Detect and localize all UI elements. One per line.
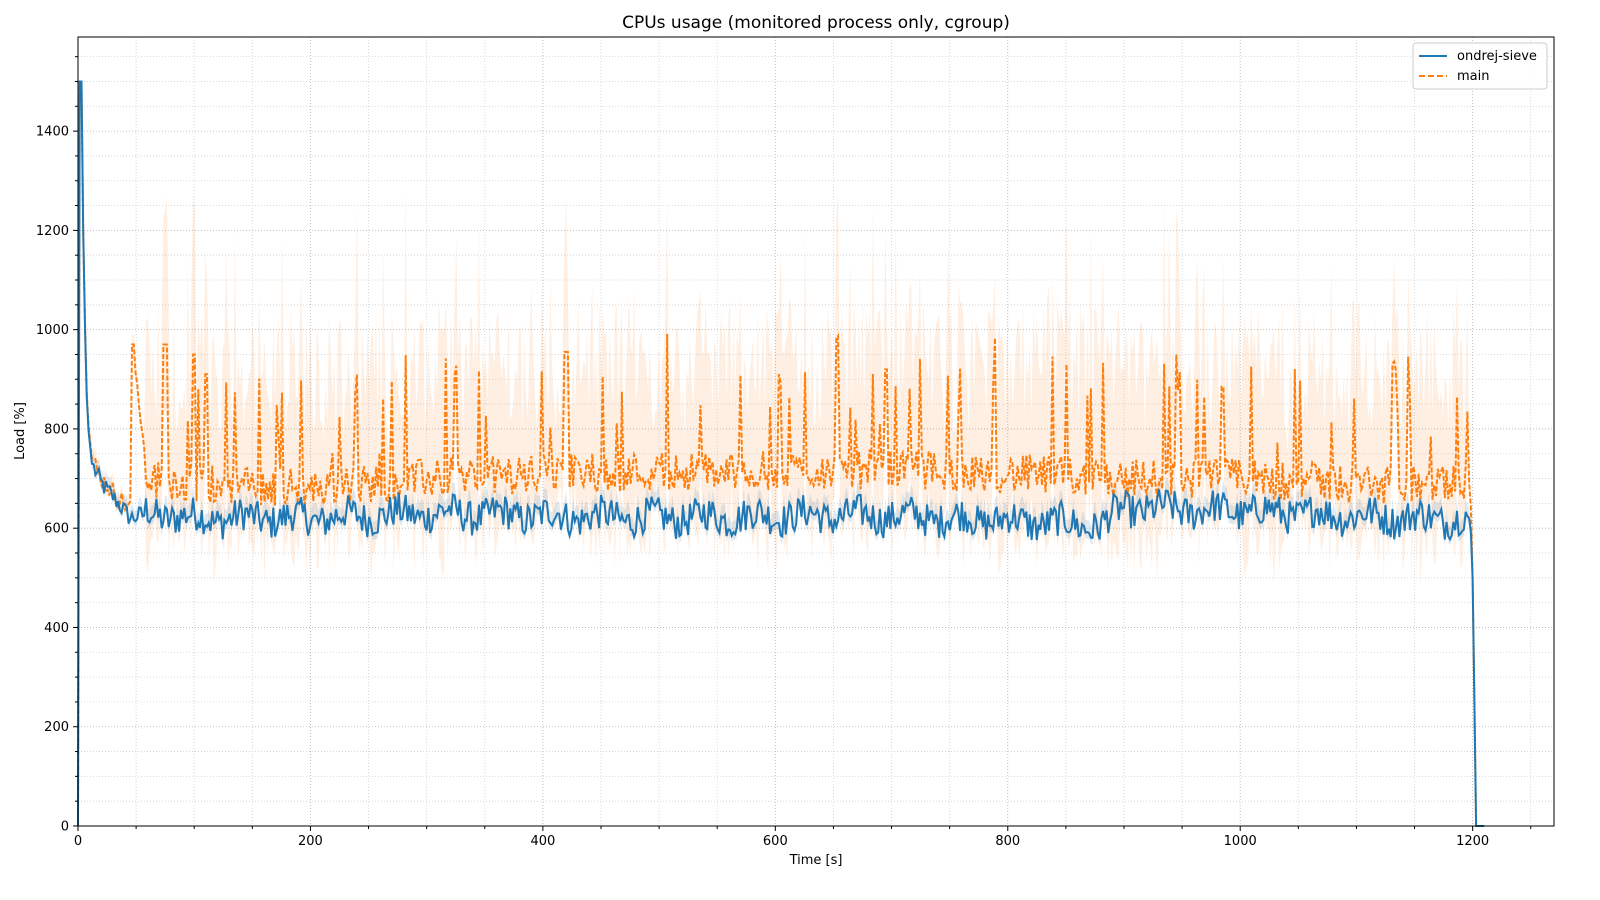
x-tick-label: 200 bbox=[298, 834, 323, 849]
y-tick-label: 1200 bbox=[36, 224, 69, 239]
x-tick-label: 400 bbox=[530, 834, 555, 849]
y-tick-label: 400 bbox=[44, 621, 69, 636]
legend: ondrej-sieve main bbox=[1412, 42, 1548, 90]
chart-title: CPUs usage (monitored process only, cgro… bbox=[622, 13, 1010, 33]
x-tick-label: 0 bbox=[74, 834, 82, 849]
x-tick-label: 1000 bbox=[1224, 834, 1257, 849]
legend-label-ondrej-sieve: ondrej-sieve bbox=[1457, 49, 1537, 64]
plot-frame bbox=[77, 36, 1555, 827]
y-axis-label: Load [%] bbox=[13, 402, 28, 460]
y-tick-label: 1400 bbox=[36, 125, 69, 140]
legend-box bbox=[1412, 42, 1548, 90]
axis-ticks: 0 200 400 600 800 1000 1200 0 200 400 600 800 1000 12… bbox=[36, 56, 1532, 849]
y-tick-label: 1000 bbox=[36, 323, 69, 338]
series-lines bbox=[77, 80, 1485, 827]
y-tick-label: 800 bbox=[44, 422, 69, 437]
x-tick-label: 600 bbox=[763, 834, 788, 849]
y-tick-label: 200 bbox=[44, 720, 69, 735]
y-tick-label: 600 bbox=[44, 522, 69, 537]
y-tick-label: 0 bbox=[61, 820, 69, 835]
legend-label-main: main bbox=[1457, 69, 1489, 84]
x-tick-label: 1200 bbox=[1456, 834, 1489, 849]
x-tick-label: 800 bbox=[995, 834, 1020, 849]
x-axis-label: Time [s] bbox=[789, 853, 843, 868]
series-line-main bbox=[77, 80, 1485, 827]
series-line-ondrej-sieve bbox=[77, 80, 1485, 827]
